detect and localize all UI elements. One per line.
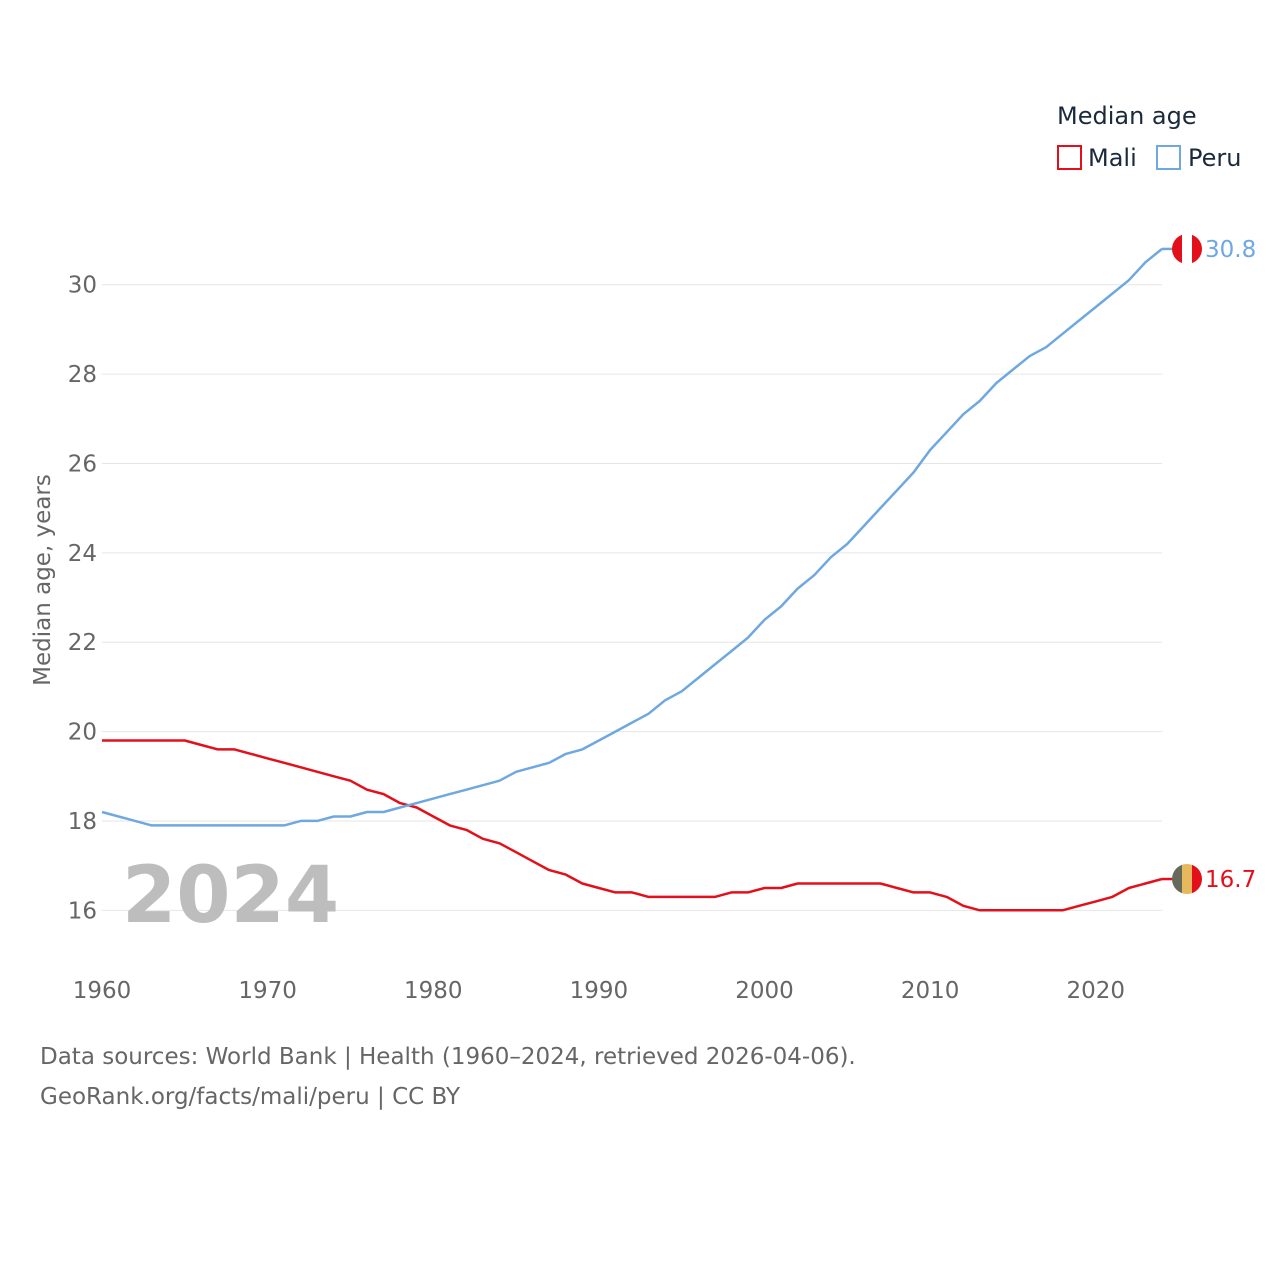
y-gridlines [102,284,1162,911]
y-tick-label: 20 [68,720,97,746]
x-tick-label: 2000 [735,978,794,1004]
legend-label-peru[interactable]: Peru [1188,144,1241,172]
end-value-label-peru: 30.8 [1205,237,1256,263]
y-axis-ticks: 16 18 20 22 24 26 28 30 [68,273,97,925]
y-tick-label: 18 [68,809,97,835]
x-tick-label: 1970 [238,978,297,1004]
legend-label-mali[interactable]: Mali [1088,144,1137,172]
series-line-mali [102,739,1163,912]
x-axis-ticks: 1960 1970 1980 1990 2000 2010 2020 [73,978,1125,1004]
y-axis-title: Median age, years [30,474,56,686]
x-tick-label: 1980 [404,978,463,1004]
mali-flag-icon [1172,864,1202,895]
footer-credit: GeoRank.org/facts/mali/peru | CC BY [40,1084,461,1110]
series-end-markers: 16.7 30.8 [1162,233,1256,895]
x-tick-label: 1990 [570,978,629,1004]
peru-flag-icon [1172,233,1202,264]
x-tick-label: 2010 [901,978,960,1004]
y-tick-label: 30 [68,273,97,299]
y-tick-label: 24 [68,541,97,567]
y-tick-label: 28 [68,362,97,388]
x-tick-label: 2020 [1066,978,1125,1004]
year-overlay: 2024 [122,851,339,941]
footer-sources: Data sources: World Bank | Health (1960–… [40,1044,856,1070]
legend-swatch-mali[interactable] [1057,145,1082,170]
legend: Median age Mali Peru [1057,102,1241,172]
x-tick-label: 1960 [73,978,132,1004]
y-tick-label: 26 [68,451,97,477]
series-line-peru [101,247,1163,827]
y-tick-label: 22 [68,630,97,656]
legend-swatch-peru[interactable] [1156,145,1181,170]
legend-title: Median age [1057,102,1197,130]
series-lines [101,247,1163,912]
end-value-label-mali: 16.7 [1205,867,1256,893]
y-tick-label: 16 [68,898,97,924]
